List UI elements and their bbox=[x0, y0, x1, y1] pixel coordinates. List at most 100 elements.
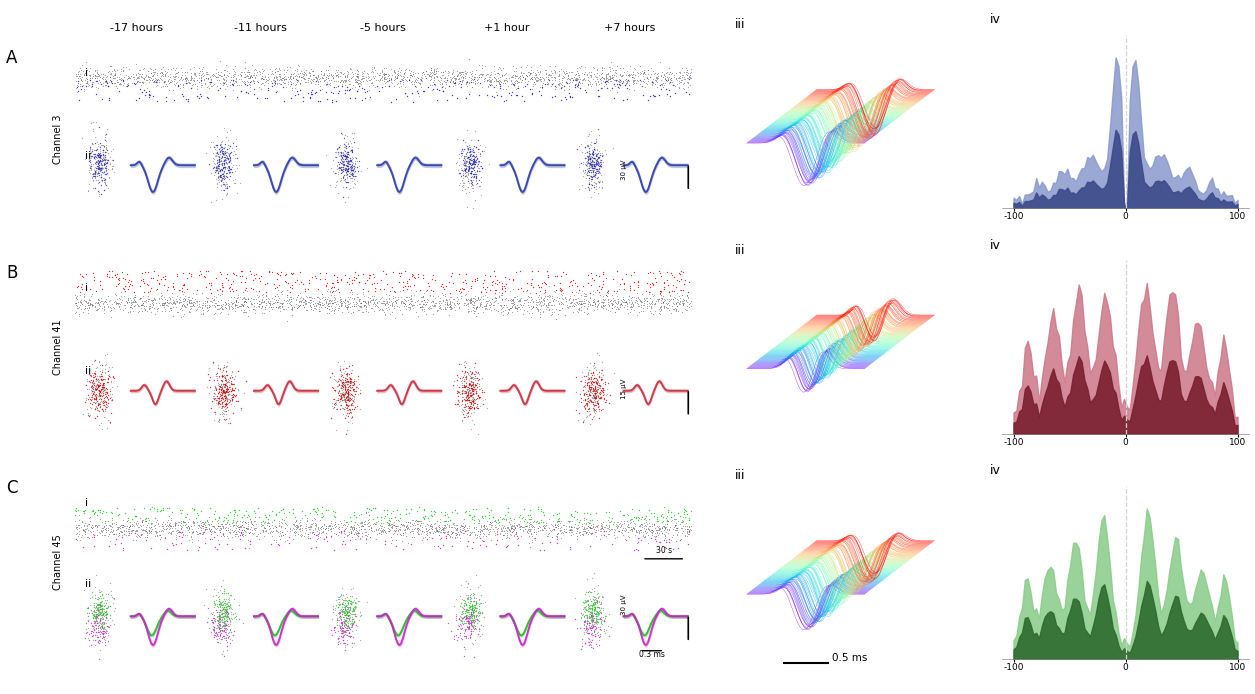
Point bbox=[80, 148, 100, 159]
Point bbox=[439, 521, 459, 532]
Point bbox=[205, 391, 225, 402]
Point bbox=[458, 385, 478, 396]
Point bbox=[325, 522, 345, 533]
Point bbox=[210, 600, 230, 611]
Point bbox=[95, 132, 115, 143]
Point bbox=[625, 523, 645, 534]
Point bbox=[296, 299, 316, 310]
Point bbox=[459, 385, 479, 396]
Point bbox=[599, 398, 619, 409]
Point bbox=[254, 65, 274, 76]
Point bbox=[213, 162, 233, 174]
Point bbox=[179, 296, 200, 307]
Point bbox=[399, 74, 419, 85]
Point bbox=[580, 164, 600, 175]
Point bbox=[464, 150, 484, 161]
Point bbox=[345, 266, 365, 278]
Point bbox=[259, 293, 279, 304]
Point bbox=[133, 524, 153, 535]
Point bbox=[582, 629, 602, 640]
Point bbox=[259, 305, 279, 316]
Point bbox=[338, 607, 358, 618]
Point bbox=[338, 152, 358, 163]
Point bbox=[457, 202, 477, 213]
Point bbox=[457, 593, 477, 604]
Point bbox=[173, 91, 193, 102]
Point bbox=[321, 69, 341, 80]
Point bbox=[340, 378, 360, 389]
Point bbox=[461, 616, 481, 627]
Point bbox=[513, 294, 533, 305]
Point bbox=[660, 77, 680, 88]
Point bbox=[210, 629, 230, 640]
Point bbox=[418, 512, 438, 523]
Point bbox=[211, 629, 231, 641]
Point bbox=[429, 529, 449, 540]
Point bbox=[216, 377, 236, 388]
Point bbox=[341, 71, 361, 83]
Point bbox=[605, 306, 625, 317]
Point bbox=[506, 69, 526, 80]
Point bbox=[119, 523, 139, 534]
Point bbox=[507, 303, 527, 314]
Point bbox=[217, 516, 237, 527]
Point bbox=[345, 611, 365, 622]
Point bbox=[418, 515, 438, 526]
Point bbox=[104, 529, 124, 540]
Point bbox=[330, 627, 350, 638]
Point bbox=[331, 526, 351, 537]
Point bbox=[168, 307, 188, 318]
Point bbox=[284, 526, 304, 537]
Point bbox=[574, 400, 594, 412]
Point bbox=[581, 164, 601, 176]
Point bbox=[89, 377, 109, 388]
Point bbox=[579, 527, 599, 538]
Point bbox=[446, 530, 466, 541]
Point bbox=[510, 296, 530, 307]
Point bbox=[355, 72, 375, 83]
Point bbox=[89, 386, 109, 397]
Point bbox=[584, 625, 604, 636]
Point bbox=[304, 292, 324, 303]
Point bbox=[385, 296, 405, 307]
Point bbox=[591, 523, 611, 534]
Point bbox=[333, 619, 353, 630]
Point bbox=[217, 162, 237, 174]
Point bbox=[301, 64, 321, 75]
Point bbox=[215, 151, 235, 162]
Point bbox=[331, 301, 351, 312]
Point bbox=[119, 296, 139, 307]
Point bbox=[335, 637, 355, 648]
Point bbox=[569, 519, 589, 530]
Point bbox=[654, 296, 674, 307]
Point bbox=[484, 295, 505, 306]
Point bbox=[272, 73, 292, 84]
Point bbox=[176, 518, 196, 530]
Point bbox=[85, 598, 105, 609]
Point bbox=[340, 623, 360, 634]
Point bbox=[581, 153, 601, 164]
Point bbox=[94, 77, 114, 88]
Point bbox=[572, 74, 592, 85]
Point bbox=[336, 616, 356, 627]
Point bbox=[551, 532, 571, 543]
Point bbox=[584, 149, 604, 160]
Point bbox=[420, 71, 441, 82]
Point bbox=[138, 295, 158, 306]
Point bbox=[84, 385, 104, 396]
Point bbox=[574, 513, 594, 524]
Point bbox=[118, 80, 138, 91]
Point bbox=[461, 154, 481, 165]
Point bbox=[329, 600, 349, 611]
Point bbox=[408, 522, 428, 533]
Point bbox=[638, 522, 658, 533]
Point bbox=[503, 520, 523, 532]
Point bbox=[508, 76, 528, 87]
Point bbox=[456, 149, 476, 160]
Point bbox=[592, 181, 612, 192]
Point bbox=[88, 147, 108, 158]
Point bbox=[591, 151, 611, 162]
Point bbox=[664, 69, 684, 81]
Point bbox=[557, 301, 577, 312]
Point bbox=[233, 67, 254, 78]
